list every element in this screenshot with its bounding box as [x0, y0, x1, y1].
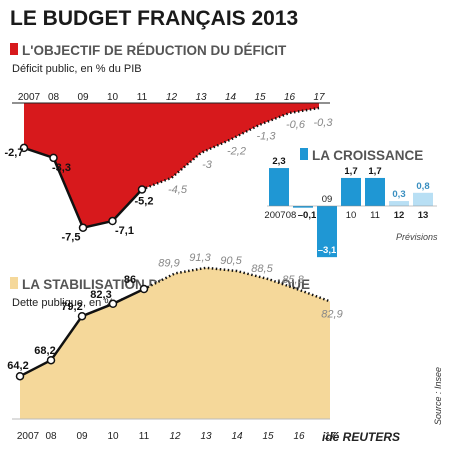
growth-year-label: 08	[286, 210, 297, 221]
debt-data-label: 89,9	[158, 257, 179, 269]
growth-data-label: 2,3	[272, 156, 285, 167]
debt-point	[46, 355, 56, 365]
growth-data-label: –0,1	[298, 210, 317, 221]
debt-year-label: 15	[262, 431, 274, 442]
growth-bar	[413, 192, 433, 206]
deficit-data-label: -4,5	[168, 184, 188, 196]
growth-data-label: –3,1	[318, 245, 337, 256]
logo-text: idé REUTERS	[322, 430, 400, 444]
growth-bar	[341, 177, 361, 206]
growth-bar	[269, 168, 289, 206]
growth-year-label: 11	[370, 210, 380, 221]
forecast-annotation: Prévisions	[396, 232, 438, 242]
debt-year-label: 08	[45, 431, 57, 442]
growth-title: LA CROISSANCE	[312, 148, 423, 163]
deficit-panel: L'OBJECTIF DE RÉDUCTION DU DÉFICIT Défic…	[5, 43, 334, 244]
growth-data-label: 0,8	[416, 181, 429, 192]
debt-data-label: 82,9	[321, 308, 342, 320]
debt-data-label: 82,3	[90, 289, 111, 301]
debt-year-label: 16	[293, 431, 305, 442]
debt-data-label: 86	[124, 274, 136, 286]
debt-point	[15, 371, 25, 381]
growth-bar	[293, 206, 313, 208]
debt-data-label: 90,5	[220, 255, 242, 267]
growth-year-label: 12	[394, 210, 405, 221]
deficit-data-label: -7,5	[62, 232, 81, 244]
deficit-title-marker	[10, 43, 18, 55]
deficit-year-label: 12	[166, 92, 178, 103]
deficit-year-label: 2007	[18, 92, 41, 103]
deficit-data-label: -1,3	[257, 131, 277, 143]
growth-title-marker	[300, 148, 308, 160]
deficit-data-label: -0,6	[286, 119, 306, 131]
growth-year-label: 13	[418, 210, 429, 221]
growth-bar	[365, 177, 385, 206]
debt-data-label: 64,2	[7, 360, 28, 372]
source-note: Source : Insee	[433, 367, 443, 425]
deficit-data-label: -5,2	[135, 195, 154, 207]
debt-year-label: 13	[200, 431, 212, 442]
debt-year-label: 17	[324, 431, 336, 442]
deficit-year-label: 14	[225, 92, 237, 103]
deficit-year-label: 10	[107, 92, 119, 103]
deficit-year-label: 09	[77, 92, 89, 103]
debt-year-label: 2007	[17, 431, 40, 442]
debt-year-label: 14	[231, 431, 243, 442]
debt-year-label: 10	[107, 431, 119, 442]
main-title: LE BUDGET FRANÇAIS 2013	[10, 7, 298, 30]
deficit-data-label: -3	[202, 159, 213, 171]
debt-point	[77, 311, 87, 321]
deficit-data-label: -2,7	[5, 147, 24, 159]
debt-point	[139, 284, 149, 294]
debt-title-marker	[10, 277, 18, 289]
deficit-data-label: -0,3	[314, 117, 334, 129]
debt-data-label: 91,3	[189, 252, 211, 264]
growth-data-label: 1,7	[368, 166, 381, 177]
deficit-year-label: 13	[195, 92, 207, 103]
debt-data-label: 88,5	[251, 263, 273, 275]
debt-year-label: 09	[76, 431, 88, 442]
deficit-point	[49, 153, 58, 163]
deficit-year-label: 11	[137, 92, 148, 103]
growth-data-label: 0,3	[392, 189, 405, 200]
debt-data-label: 79,2	[61, 301, 82, 313]
deficit-title: L'OBJECTIF DE RÉDUCTION DU DÉFICIT	[22, 43, 287, 58]
deficit-point	[78, 223, 88, 232]
debt-area	[20, 267, 330, 419]
deficit-point	[137, 185, 147, 194]
reuters-logo: idé REUTERS	[322, 430, 400, 444]
growth-bar	[317, 206, 337, 258]
debt-data-label: 68,2	[34, 345, 55, 357]
debt-point	[108, 299, 118, 309]
deficit-point	[19, 143, 29, 153]
debt-data-label: 85,8	[282, 274, 304, 286]
deficit-data-label: -7,1	[115, 225, 134, 237]
debt-year-label: 12	[169, 431, 181, 442]
growth-panel: LA CROISSANCE 2,3 2007 –0,108 –3,1 09 1,7 10 1,…	[264, 148, 438, 258]
deficit-year-label: 08	[48, 92, 60, 103]
deficit-area	[24, 103, 319, 228]
deficit-point	[108, 216, 117, 226]
growth-year-label: 10	[346, 210, 357, 221]
deficit-data-label: -2,2	[227, 146, 246, 158]
deficit-year-label: 16	[284, 92, 296, 103]
deficit-year-label: 15	[254, 92, 266, 103]
deficit-subtitle: Déficit public, en % du PIB	[12, 63, 142, 75]
debt-year-label: 11	[139, 431, 150, 442]
debt-forecast-line	[143, 266, 331, 303]
deficit-data-label: -3,3	[52, 162, 71, 174]
growth-year-label: 2007	[264, 210, 285, 221]
deficit-year-label: 17	[313, 92, 325, 103]
growth-data-label: 1,7	[344, 166, 357, 177]
growth-bar	[389, 201, 409, 206]
debt-panel: LA STABILISATION DE LA DETTE PUBLIQUE De…	[7, 252, 342, 442]
growth-year-label: 09	[322, 194, 333, 205]
